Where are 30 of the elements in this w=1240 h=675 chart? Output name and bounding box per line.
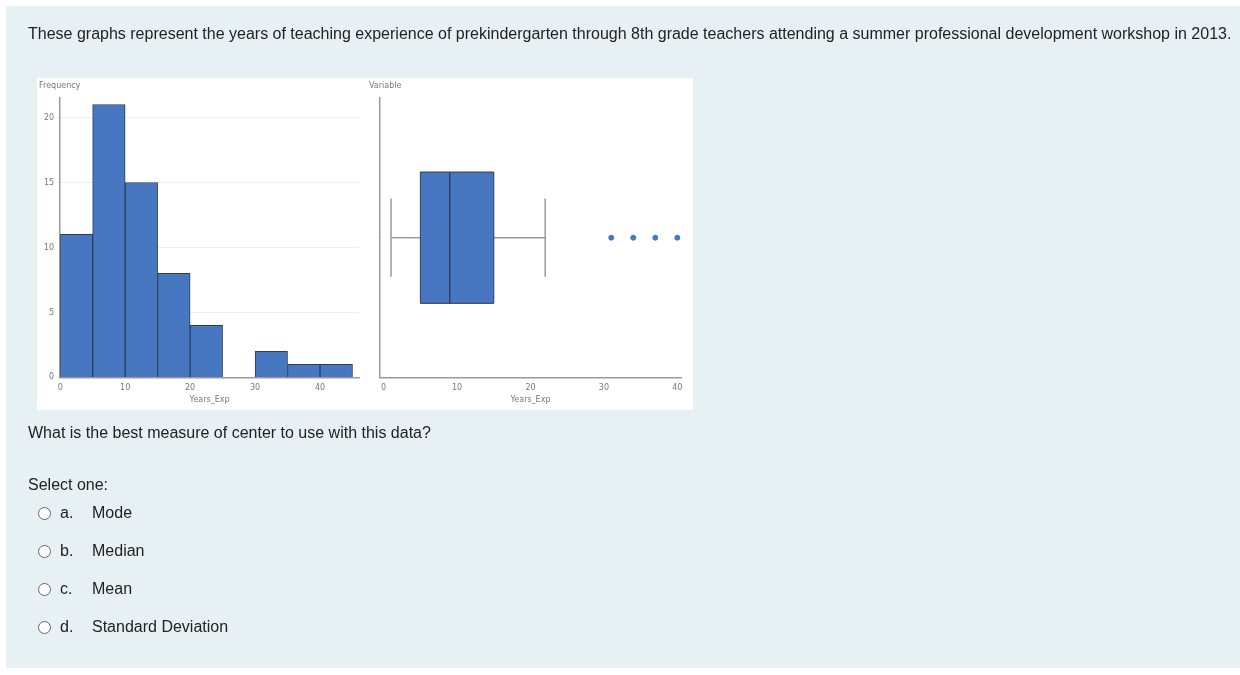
y-tick-label: 15 bbox=[43, 177, 55, 187]
x-tick-label: 30 bbox=[598, 383, 610, 393]
x-tick-label: 40 bbox=[672, 383, 683, 393]
y-tick-label: 0 bbox=[49, 372, 55, 382]
x-axis-title: Years_Exp bbox=[188, 395, 230, 405]
text: Median bbox=[92, 542, 145, 560]
y-tick-label: 5 bbox=[49, 307, 55, 317]
x-tick-label: 40 bbox=[314, 383, 326, 393]
text: a. bbox=[60, 504, 74, 522]
y-axis-title: Frequency bbox=[39, 81, 81, 91]
x-tick-label: 20 bbox=[185, 383, 196, 393]
x-tick-label: 10 bbox=[120, 383, 131, 393]
y-tick-label: 20 bbox=[43, 112, 55, 122]
x-tick-label: 0 bbox=[381, 383, 387, 393]
x-axis-title: Years_Exp bbox=[509, 395, 551, 405]
text: Standard Deviation bbox=[92, 618, 229, 636]
x-tick-label: 20 bbox=[525, 383, 536, 393]
text: What is the best measure of center to use with this data? bbox=[28, 424, 431, 442]
x-tick-label: 30 bbox=[249, 383, 261, 393]
text: Select one: bbox=[28, 476, 109, 494]
text: c. bbox=[60, 580, 73, 598]
text: Mean bbox=[92, 580, 133, 598]
y-axis-title: Variable bbox=[369, 81, 402, 91]
text: b. bbox=[60, 542, 74, 560]
text: Mode bbox=[92, 504, 133, 522]
x-tick-label: 0 bbox=[57, 383, 63, 393]
text: These graphs represent the years of teaching experience of prekindergarten through 8th grade teachers attending a summer professional development workshop in 2013. bbox=[28, 24, 1233, 44]
text: d. bbox=[60, 618, 74, 636]
y-tick-label: 10 bbox=[43, 242, 55, 252]
x-tick-label: 10 bbox=[451, 383, 463, 393]
